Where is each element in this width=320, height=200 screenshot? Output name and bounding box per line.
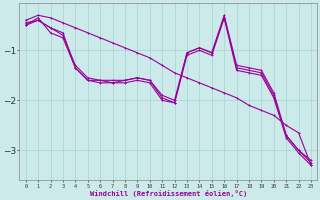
X-axis label: Windchill (Refroidissement éolien,°C): Windchill (Refroidissement éolien,°C) [90, 190, 247, 197]
